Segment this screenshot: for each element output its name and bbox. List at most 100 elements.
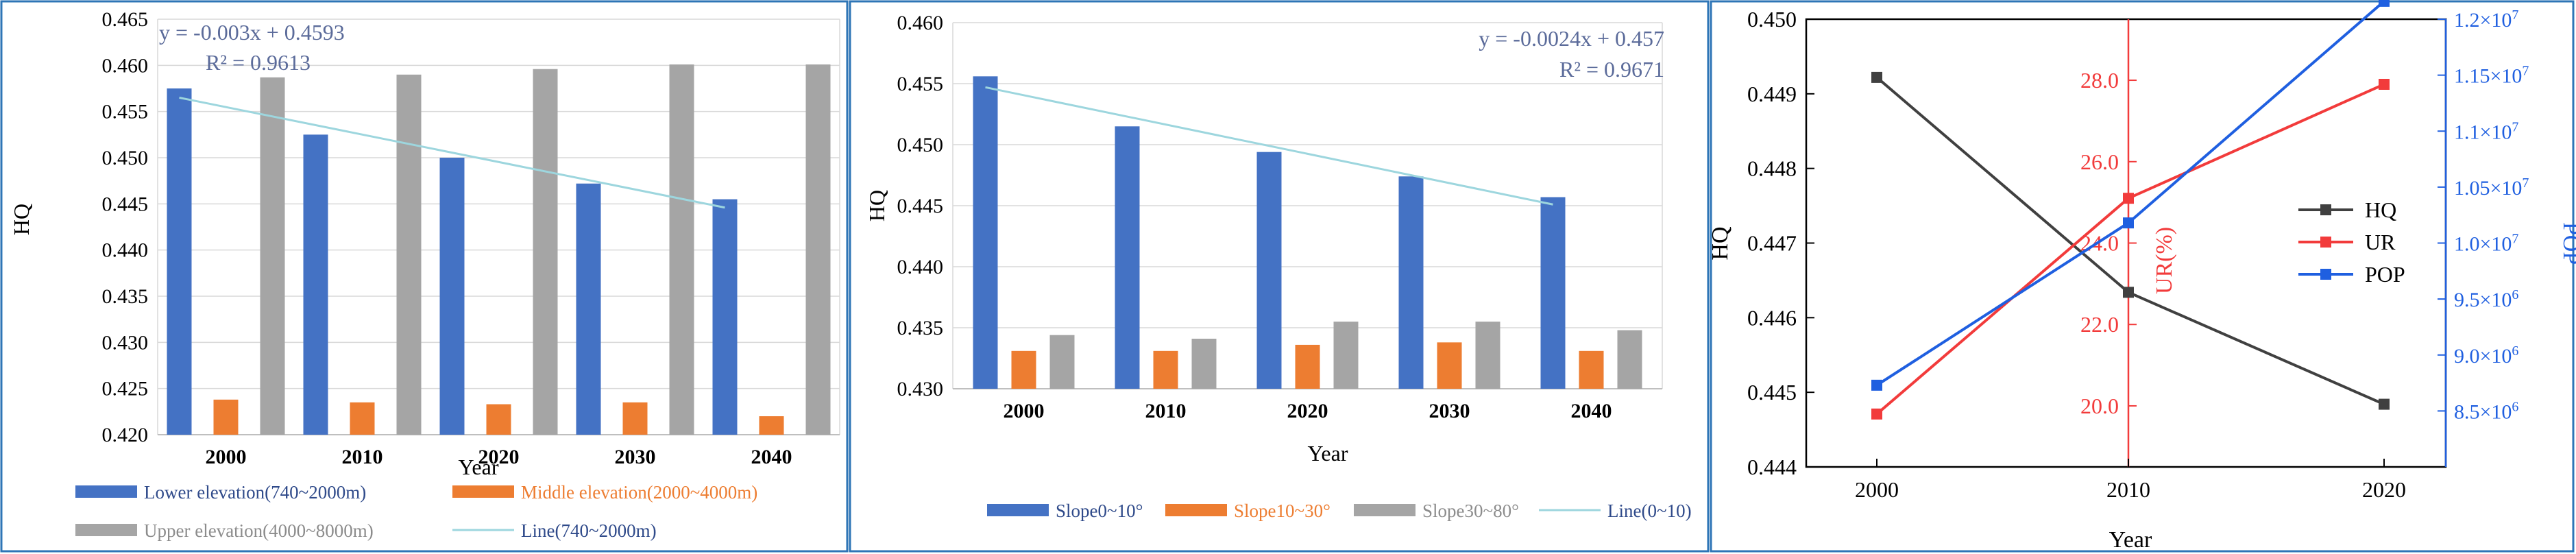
bar-0 [1540,197,1566,389]
right-tick-base: ×10 [2490,177,2523,200]
legend-label: Upper elevation(4000~8000m) [144,520,374,541]
trendline [985,86,1553,206]
right-tick-mantissa: 1.2 [2454,9,2480,32]
bar-1 [759,416,784,435]
legend-swatch [987,504,1049,516]
x-tick-label: 2040 [1571,400,1612,422]
bar-2 [805,64,831,435]
right-tick-label: 1.15×107 [2454,64,2529,88]
right-tick-mantissa: 1.05 [2454,177,2490,200]
right-tick-base: ×10 [2480,400,2512,423]
right-axis-title: POP [2558,222,2576,265]
trend-equation: y = -0.0024x + 0.457 [1479,26,1664,51]
x-tick-label: 2020 [1287,400,1328,422]
bar-1 [622,402,648,435]
right-tick-mantissa: 1.1 [2454,121,2480,143]
bar-0 [1398,176,1424,389]
y-axis-title: HQ [9,204,34,235]
bar-0 [973,76,998,389]
bar-2 [1191,339,1217,389]
x-tick-label: 2020 [478,446,520,468]
x-tick-label: 2030 [615,446,656,468]
legend-swatch [452,485,514,498]
bar-2 [1617,330,1642,389]
bar-2 [1475,322,1500,389]
legend-label: Lower elevation(740~2000m) [144,482,366,503]
legend-swatch-marker [2320,237,2331,248]
bar-0 [576,183,601,435]
y-tick-label: 0.430 [897,378,944,400]
right-tick-label: 9.5×106 [2454,287,2518,311]
series-marker-2 [2379,0,2390,7]
bar-2 [1049,335,1075,389]
panel-slope: 0.430 0.435 0.440 0.445 0.450 0.455 0.460 2000 2… [849,0,1710,553]
bar-1 [1153,350,1178,389]
right-tick-exp: 6 [2512,399,2518,414]
bar-1 [350,402,375,435]
right-tick-label: 8.5×106 [2454,399,2518,423]
bar-0 [167,88,192,435]
series-marker-2 [2123,217,2134,229]
legend-swatch-marker [2320,204,2331,215]
y-tick-label: 0.455 [102,101,149,123]
legend-label: POP [2365,262,2405,287]
y-tick-label: 0.460 [102,54,149,77]
trend-r2: R² = 0.9613 [206,50,311,75]
bar-1 [1437,342,1462,389]
y-tick-label: 0.445 [102,193,149,215]
x-axis-title: Year [2109,527,2152,553]
right-tick-exp: 7 [2512,8,2518,23]
y-tick-label: 0.455 [897,73,944,95]
series-marker-0 [1871,71,1882,83]
bar-1 [1579,350,1604,389]
y-tick-label: 0.460 [897,12,944,34]
series-marker-1 [1871,408,1882,420]
panel-frame [0,0,849,553]
left-tick-label: 0.445 [1747,380,1797,405]
bar-2 [396,74,422,435]
x-tick-label: 2040 [751,446,792,468]
right-tick-mantissa: 1.15 [2454,65,2490,88]
bar-2 [1333,322,1359,389]
inner-axis-title: UR(%) [2152,227,2177,294]
trend-r2: R² = 0.9671 [1559,57,1664,82]
right-tick-mantissa: 9.0 [2454,345,2480,368]
legend-label: Slope10~30° [1234,501,1330,521]
right-tick-base: ×10 [2480,345,2512,368]
left-tick-label: 0.444 [1747,455,1797,479]
right-tick-base: ×10 [2480,9,2512,32]
bar-1 [486,404,511,435]
bar-0 [439,158,465,435]
y-tick-label: 0.420 [102,424,149,446]
panel-elevation: 0.420 0.425 0.430 0.435 0.440 0.445 0.450 0.455… [0,0,849,553]
x-axis-title: Year [459,455,499,479]
right-tick-mantissa: 8.5 [2454,400,2480,423]
y-tick-label: 0.425 [102,378,149,400]
y-tick-label: 0.450 [102,147,149,169]
x-tick-label: 2030 [1429,400,1470,422]
legend-label: Slope30~80° [1422,501,1519,521]
bar-1 [213,399,239,435]
right-tick-base: ×10 [2480,121,2512,143]
right-tick-label: 1.05×107 [2454,176,2529,200]
right-tick-exp: 6 [2512,287,2518,302]
right-tick-label: 9.0×106 [2454,344,2518,368]
left-tick-label: 0.450 [1747,7,1797,32]
right-tick-mantissa: 1.0 [2454,233,2480,256]
left-tick-label: 0.449 [1747,82,1797,106]
x-axis-title: Year [1308,441,1348,466]
inner-tick-label: 22.0 [2080,312,2119,337]
legend-label: Line(0~10) [1607,501,1692,521]
panel-frame [1710,0,2575,553]
legend-swatch [1354,504,1415,516]
legend-label: Middle elevation(2000~4000m) [521,482,757,503]
bar-2 [533,69,558,435]
x-tick-label: 2010 [342,446,383,468]
right-tick-base: ×10 [2480,289,2512,311]
y-tick-label: 0.465 [102,8,149,31]
x-tick-label: 2010 [2106,477,2150,502]
y-tick-label: 0.445 [897,195,944,217]
right-tick-label: 1.0×107 [2454,232,2518,256]
legend-label: HQ [2365,197,2396,222]
y-axis-title: HQ [864,190,889,221]
